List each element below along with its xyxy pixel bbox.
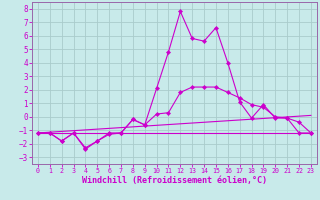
X-axis label: Windchill (Refroidissement éolien,°C): Windchill (Refroidissement éolien,°C) — [82, 176, 267, 185]
